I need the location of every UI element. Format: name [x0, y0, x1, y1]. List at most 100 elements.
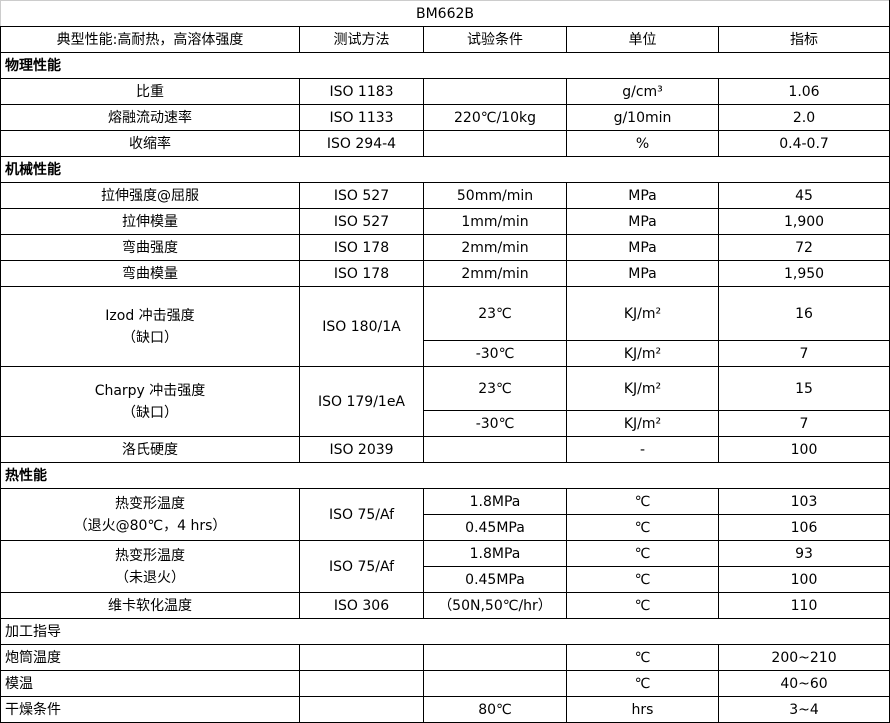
header-row: 典型性能:高耐热，高溶体强度 测试方法 试验条件 单位 指标	[0, 26, 890, 53]
table-row: 模温 ℃ 40~60	[0, 670, 890, 697]
value: 72	[717, 234, 890, 261]
value: 1,900	[717, 208, 890, 235]
unit: MPa	[566, 208, 719, 235]
table-row: 0.45MPa ℃ 106	[1, 514, 890, 541]
property-name-line: （退火@80℃，4 hrs）	[73, 517, 227, 534]
property-name-line: 拉伸模量	[122, 213, 178, 230]
unit: ℃	[566, 566, 719, 593]
unit: g/cm³	[566, 78, 719, 105]
test-condition: 1.8MPa	[423, 488, 567, 515]
property-name-line: 热变形温度	[115, 495, 185, 512]
property-name: 干燥条件	[0, 696, 300, 723]
value: 1,950	[717, 260, 890, 287]
property-name: 弯曲模量	[0, 260, 300, 287]
unit: MPa	[566, 234, 719, 261]
table-row: 拉伸强度@屈服 ISO 527 50mm/min MPa 45	[0, 182, 890, 209]
table-row: 弯曲模量 ISO 178 2mm/min MPa 1,950	[0, 260, 890, 287]
unit: ℃	[566, 592, 719, 619]
table-row: 0.45MPa ℃ 100	[1, 566, 890, 593]
test-method: ISO 2039	[299, 436, 424, 463]
value: 3~4	[717, 696, 890, 723]
test-condition: 0.45MPa	[423, 566, 567, 593]
property-name-line: 比重	[136, 83, 164, 100]
test-method: ISO 1133	[299, 104, 424, 131]
value: 1.06	[717, 78, 890, 105]
property-name: 洛氏硬度	[0, 436, 300, 463]
section-heading: 机械性能	[0, 156, 890, 183]
unit: MPa	[566, 260, 719, 287]
property-name-line: 炮筒温度	[5, 649, 61, 666]
unit: hrs	[566, 696, 719, 723]
table-row: Izod 冲击强度 （缺口） ISO 180/1A 23℃ KJ/m² 16	[0, 286, 890, 367]
property-name-line: Izod 冲击强度	[105, 307, 195, 324]
property-name: 模温	[0, 670, 300, 697]
value: 40~60	[717, 670, 890, 697]
property-name: Charpy 冲击强度 （缺口）	[0, 366, 300, 437]
test-method: ISO 180/1A	[299, 286, 424, 367]
test-condition	[423, 78, 567, 105]
value: 100	[717, 566, 890, 593]
test-condition: 50mm/min	[423, 182, 567, 209]
section-row: 机械性能	[0, 156, 890, 183]
test-method	[299, 696, 424, 723]
table-row: 收缩率 ISO 294-4% 0.4-0.7	[0, 130, 890, 157]
property-name-line: （缺口）	[122, 329, 178, 346]
test-method: ISO 1183	[299, 78, 424, 105]
unit: ℃	[566, 514, 719, 541]
value: 100	[717, 436, 890, 463]
test-method	[299, 644, 424, 671]
property-name-line: 拉伸强度@屈服	[101, 187, 199, 204]
property-name-line: （缺口）	[122, 404, 178, 421]
test-condition	[423, 670, 567, 697]
table-row: 弯曲强度 ISO 178 2mm/min MPa 72	[0, 234, 890, 261]
test-condition: 2mm/min	[423, 260, 567, 287]
section-heading: 物理性能	[0, 52, 890, 79]
unit: g/10min	[566, 104, 719, 131]
test-condition	[423, 436, 567, 463]
test-condition	[423, 644, 567, 671]
test-condition: 23℃	[423, 366, 567, 411]
section-row: 加工指导	[0, 618, 890, 645]
property-name-line: 弯曲模量	[122, 265, 178, 282]
table-row: 维卡软化温度 ISO 306 （50N,50℃/hr） ℃ 110	[0, 592, 890, 619]
header-condition: 试验条件	[423, 26, 567, 53]
value: 16	[717, 286, 890, 341]
value: 93	[717, 540, 890, 567]
property-name-line: Charpy 冲击强度	[94, 382, 206, 399]
test-method: ISO 306	[299, 592, 424, 619]
test-method: ISO 527	[299, 208, 424, 235]
unit: -	[566, 436, 719, 463]
property-name-line: 弯曲强度	[122, 239, 178, 256]
test-condition: 2mm/min	[423, 234, 567, 261]
test-condition: 23℃	[423, 286, 567, 341]
test-method: ISO 527	[299, 182, 424, 209]
test-condition: -30℃	[423, 410, 567, 437]
table-row: 拉伸模量 ISO 527 1mm/min MPa 1,900	[0, 208, 890, 235]
unit: MPa	[566, 182, 719, 209]
test-condition: 80℃	[423, 696, 567, 723]
property-name-line: 热变形温度	[115, 547, 185, 564]
header-property: 典型性能:高耐热，高溶体强度	[0, 26, 300, 53]
header-method: 测试方法	[299, 26, 424, 53]
value: 2.0	[717, 104, 890, 131]
value: 15	[717, 366, 890, 411]
unit: KJ/m²	[566, 410, 719, 437]
value: 103	[717, 488, 890, 515]
property-name-line: 维卡软化温度	[108, 597, 192, 614]
table-row: 比重 ISO 1183 g/cm³ 1.06	[0, 78, 890, 105]
property-name-line: 干燥条件	[5, 701, 61, 718]
test-condition: 1.8MPa	[423, 540, 567, 567]
property-name-line: 洛氏硬度	[122, 441, 178, 458]
property-name: 维卡软化温度	[0, 592, 300, 619]
test-condition	[423, 130, 567, 157]
unit: KJ/m²	[566, 340, 719, 367]
unit: ℃	[566, 670, 719, 697]
property-name: 热变形温度 （退火@80℃，4 hrs）	[0, 488, 300, 541]
test-condition: 1mm/min	[423, 208, 567, 235]
test-condition: 0.45MPa	[423, 514, 567, 541]
table-row: Charpy 冲击强度 （缺口） ISO 179/1eA 23℃ KJ/m² 15	[0, 366, 890, 437]
property-name-line: 模温	[5, 675, 33, 692]
value: 45	[717, 182, 890, 209]
table-row: 炮筒温度 ℃ 200~210	[0, 644, 890, 671]
